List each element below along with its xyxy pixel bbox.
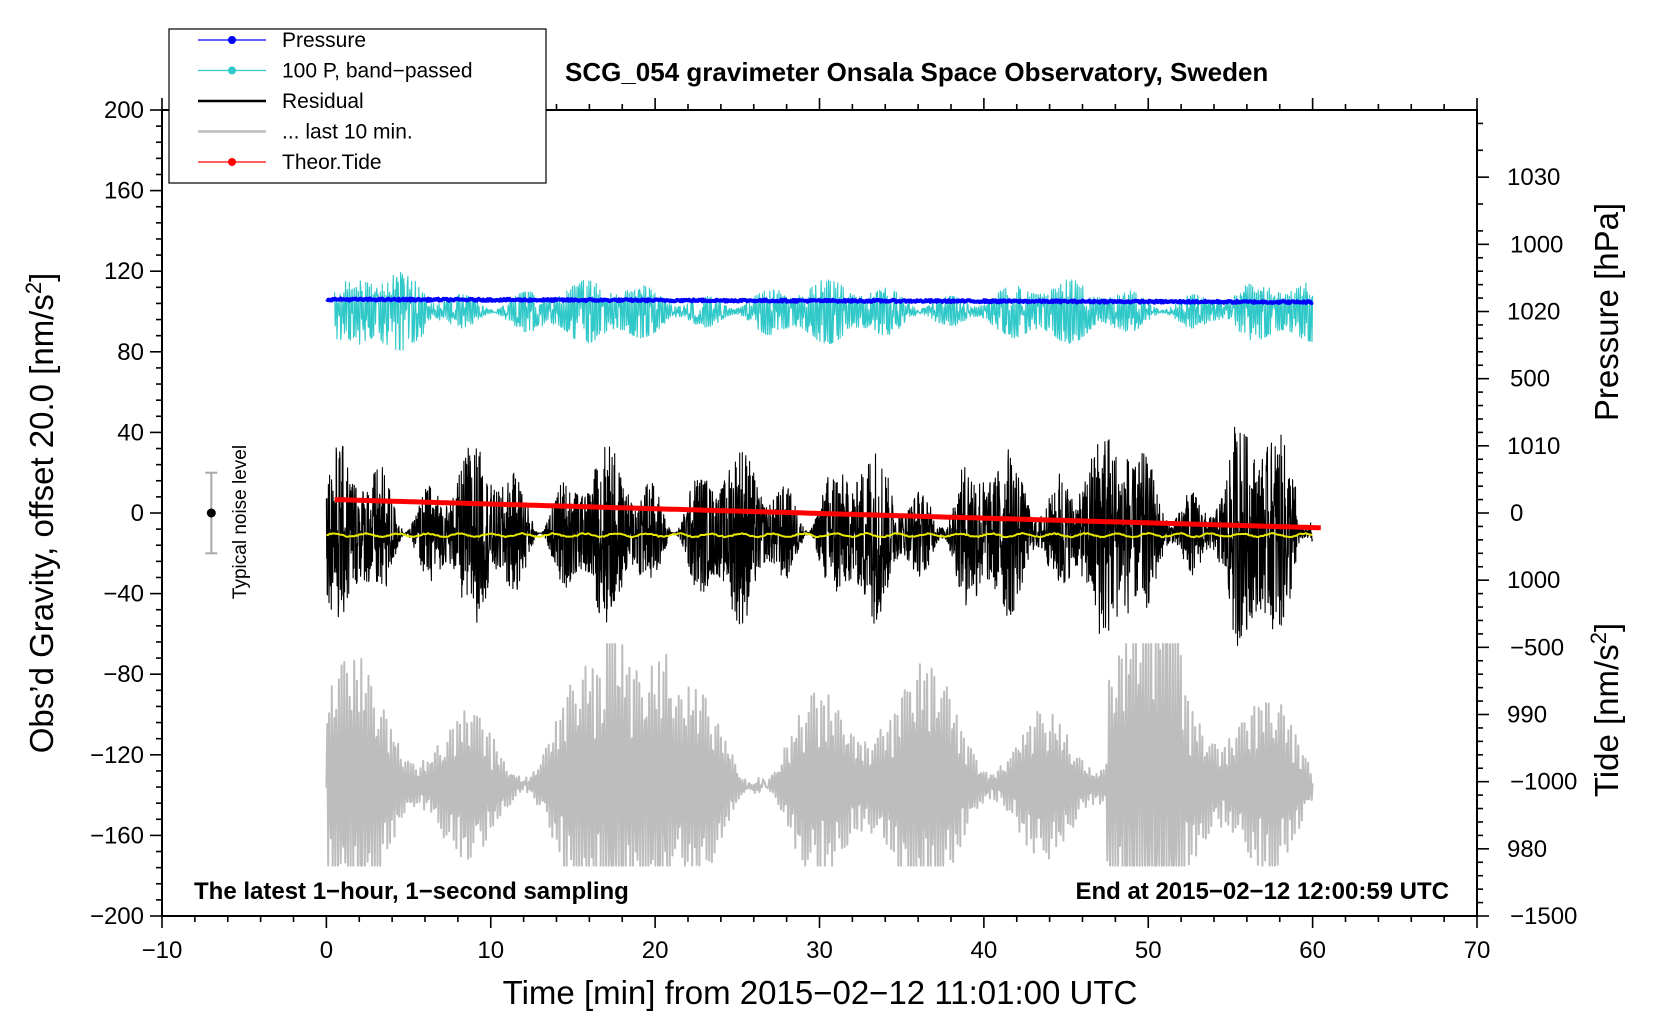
x-tick-label: −10	[142, 937, 183, 964]
y-tick-label: 120	[104, 258, 144, 285]
pressure-tick-labels: 1030 1020 1010 1000 990 980	[1507, 164, 1560, 863]
x-tick-label: 20	[642, 937, 669, 964]
tide-tick-label: −500	[1510, 634, 1564, 661]
series-theor-tide	[334, 497, 1321, 531]
x-tick-label: 70	[1464, 937, 1491, 964]
chart-title: SCG_054 gravimeter Onsala Space Observat…	[565, 57, 1268, 87]
y-axis-title-left-sup: 2	[21, 282, 46, 294]
y-tick-label: −120	[90, 742, 144, 769]
noise-label: Typical noise level	[230, 445, 251, 599]
legend-label: Theor.Tide	[282, 151, 382, 174]
legend-marker	[228, 36, 236, 44]
legend-label: Pressure	[282, 29, 366, 52]
pressure-tick-label: 1010	[1507, 433, 1560, 460]
series-residual-smoothed	[326, 532, 1313, 539]
y-axis-title-tide-end: ]	[1588, 623, 1625, 632]
tide-tick-label: −1000	[1510, 769, 1577, 796]
y-tick-label: 200	[104, 97, 144, 124]
series-residual	[325, 426, 1314, 647]
pressure-tick-label: 1020	[1507, 299, 1560, 326]
tide-tick-label: 1000	[1510, 231, 1563, 258]
pressure-tick-label: 1030	[1507, 164, 1560, 191]
y-axis-title-tide-main: Tide [nm/s	[1588, 644, 1625, 797]
legend: Pressure 100 P, band−passed Residual ... la…	[168, 28, 547, 184]
y-tick-labels: 200 160 120 80 40 0 −40 −80 −120 −160 −200	[90, 97, 144, 930]
legend-marker	[228, 158, 236, 166]
tide-tick-label: 0	[1510, 500, 1523, 527]
y-axis-title-left-end: ]	[23, 273, 60, 282]
legend-label: ... last 10 min.	[282, 121, 413, 144]
y-axis-title-tide: Tide [nm/s2]	[1586, 623, 1626, 797]
y-axis-title-pressure: Pressure [hPa]	[1588, 203, 1625, 421]
legend-marker	[228, 66, 236, 75]
legend-label: 100 P, band−passed	[282, 60, 473, 83]
noise-level-indicator	[205, 471, 218, 555]
series-last-10-min	[325, 643, 1314, 867]
series-group	[325, 271, 1321, 867]
y-tick-label: −40	[103, 581, 144, 608]
x-tick-labels: −10 0 10 20 30 40 50 60 70	[142, 937, 1491, 964]
y-axis-title-left: Obs’d Gravity, offset 20.0 [nm/s2]	[21, 273, 61, 754]
legend-entries: Pressure 100 P, band−passed Residual ... la…	[198, 29, 473, 174]
y-tick-label: −80	[103, 661, 144, 688]
x-tick-label: 30	[806, 937, 833, 964]
series-pressure	[325, 296, 1314, 306]
y-axis-title-tide-sup: 2	[1586, 632, 1611, 644]
legend-box	[168, 28, 547, 184]
pressure-tick-label: 1000	[1507, 567, 1560, 594]
legend-label: Residual	[282, 90, 364, 113]
x-tick-label: 50	[1135, 937, 1162, 964]
y-axis-title-left-main: Obs’d Gravity, offset 20.0 [nm/s	[23, 294, 60, 753]
tide-tick-labels: 1000 500 0 −500 −1000 −1500	[1510, 231, 1577, 930]
pressure-tick-label: 980	[1507, 836, 1547, 863]
series-bandpassed-pressure	[334, 271, 1314, 351]
tide-tick-label: 500	[1510, 366, 1550, 393]
y-tick-label: −160	[90, 822, 144, 849]
x-tick-label: 60	[1299, 937, 1326, 964]
y-tick-label: 40	[117, 419, 144, 446]
x-axis-title: Time [min] from 2015−02−12 11:01:00 UTC	[503, 974, 1138, 1011]
y-tick-label: 160	[104, 178, 144, 205]
note-right: End at 2015−02−12 12:00:59 UTC	[1075, 878, 1449, 905]
y-tick-label: 0	[131, 500, 144, 527]
pressure-tick-label: 990	[1507, 702, 1547, 729]
tide-tick-label: −1500	[1510, 903, 1577, 930]
x-tick-label: 0	[320, 937, 333, 964]
x-tick-label: 10	[477, 937, 504, 964]
noise-bar-dot	[206, 508, 216, 518]
x-tick-label: 40	[971, 937, 998, 964]
y-tick-label: 80	[117, 339, 144, 366]
y-tick-label: −200	[90, 903, 144, 930]
note-left: The latest 1−hour, 1−second sampling	[194, 878, 629, 905]
